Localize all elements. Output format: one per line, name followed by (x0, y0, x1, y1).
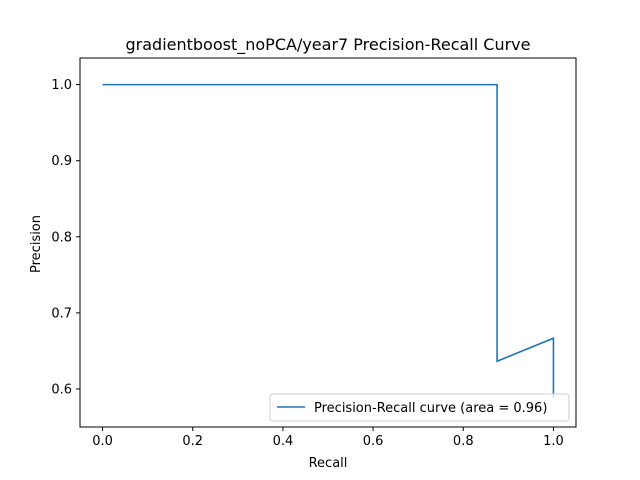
y-axis-ticks: 0.6 0.7 0.8 0.9 1.0 (51, 78, 80, 397)
x-axis-label: Recall (309, 456, 348, 471)
plot-area (102, 83, 555, 398)
x-tick-label: 1.0 (543, 434, 564, 449)
precision-recall-series-line (102, 83, 555, 398)
x-tick-label: 0.0 (92, 434, 113, 449)
x-tick-label: 0.8 (453, 434, 474, 449)
legend-box (269, 393, 570, 422)
x-tick-label: 0.4 (273, 434, 294, 449)
x-tick-label: 0.6 (363, 434, 384, 449)
chart-title: gradientboost_noPCA/year7 Precision-Reca… (126, 35, 531, 55)
y-tick-label: 1.0 (51, 78, 72, 93)
legend-entry-label: Precision-Recall curve (area = 0.96) (314, 401, 547, 416)
y-tick-label: 0.9 (51, 154, 72, 169)
legend: Precision-Recall curve (area = 0.96) (269, 393, 570, 422)
x-axis-ticks: 0.0 0.2 0.4 0.6 0.8 1.0 (92, 427, 564, 449)
y-tick-label: 0.6 (51, 382, 72, 397)
axes-frame (79, 57, 577, 428)
y-axis-label: Precision (29, 215, 44, 273)
x-tick-label: 0.2 (182, 434, 203, 449)
y-tick-label: 0.7 (51, 306, 72, 321)
y-tick-label: 0.8 (51, 230, 72, 245)
